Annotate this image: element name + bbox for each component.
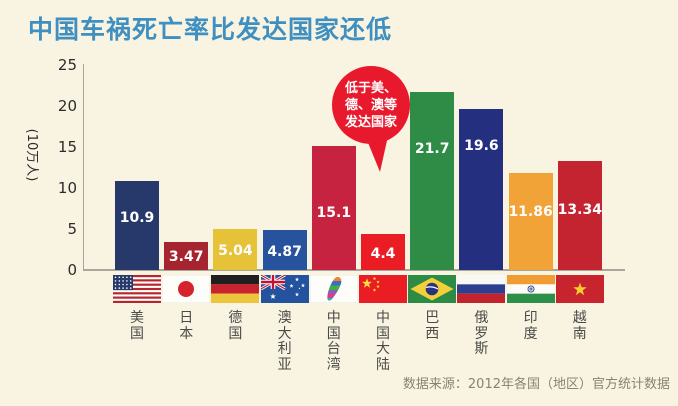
callout-text: 低于美、 德、澳等 发达国家 — [344, 80, 397, 130]
y-tick-20: 20 — [57, 97, 77, 115]
category-label-日本: 日本 — [179, 310, 194, 342]
bar-value-label: 11.86 — [508, 203, 553, 220]
brazil-flag-icon — [408, 275, 457, 303]
india-flag-icon — [506, 275, 555, 303]
bar-value-label: 15.1 — [316, 205, 352, 221]
usa-flag-icon — [113, 275, 161, 303]
category-label-俄罗斯: 俄罗斯 — [474, 310, 489, 357]
bar-value-label: 19.6 — [464, 138, 499, 155]
page-title: 中国车祸死亡率比发达国家还低 — [28, 15, 393, 44]
bar-value-label: 21.7 — [414, 141, 450, 157]
x-axis-line — [83, 269, 625, 271]
bar-日本: 3.47 — [164, 241, 209, 270]
category-label-巴西: 巴西 — [425, 310, 440, 342]
bar-巴西: 21.7 — [410, 92, 455, 270]
bar-value-label: 3.47 — [168, 249, 204, 266]
bar-value-label: 4.87 — [267, 244, 302, 260]
vietnam-flag-icon — [555, 275, 604, 303]
y-tick-5: 5 — [67, 220, 77, 238]
bar-印度: 11.86 — [508, 172, 553, 270]
category-label-越南: 越南 — [572, 310, 587, 342]
bar-value-label: 4.4 — [370, 245, 396, 262]
bar-中国大陆: 4.4 — [361, 233, 405, 270]
data-source: 数据来源：2012年各国（地区）官方统计数据 — [402, 377, 670, 392]
bar-澳大利亚: 4.87 — [262, 230, 307, 270]
y-tick-15: 15 — [57, 138, 77, 156]
category-label-澳大利亚: 澳大利亚 — [277, 310, 292, 373]
callout-bubble: 低于美、 德、澳等 发达国家 — [332, 66, 410, 144]
category-label-中国大陆: 中国大陆 — [376, 310, 390, 373]
bar-中国台湾: 15.1 — [311, 146, 356, 270]
category-label-印度: 印度 — [523, 310, 538, 342]
y-axis-label: (10万人) — [24, 128, 39, 182]
y-tick-0: 0 — [67, 261, 77, 279]
china-flag-icon — [359, 275, 407, 303]
category-label-中国台湾: 中国台湾 — [326, 310, 341, 373]
bar-德国: 5.04 — [213, 228, 258, 270]
category-label-美国: 美国 — [130, 310, 144, 342]
bar-value-label: 13.34 — [557, 201, 602, 218]
bar-越南: 13.34 — [557, 160, 602, 270]
bar-俄罗斯: 19.6 — [459, 109, 504, 270]
bar-value-label: 5.04 — [218, 243, 253, 260]
y-axis-line — [83, 64, 84, 270]
y-tick-10: 10 — [57, 179, 77, 197]
germany-flag-icon — [211, 275, 260, 303]
y-tick-25: 25 — [57, 56, 77, 74]
russia-flag-icon — [457, 275, 506, 303]
category-label-德国: 德国 — [228, 310, 243, 342]
bar-美国: 10.9 — [115, 180, 159, 270]
bar-value-label: 10.9 — [119, 210, 155, 227]
australia-flag-icon — [260, 275, 309, 303]
taiwan-map-icon — [309, 275, 358, 303]
japan-flag-icon — [162, 275, 211, 303]
